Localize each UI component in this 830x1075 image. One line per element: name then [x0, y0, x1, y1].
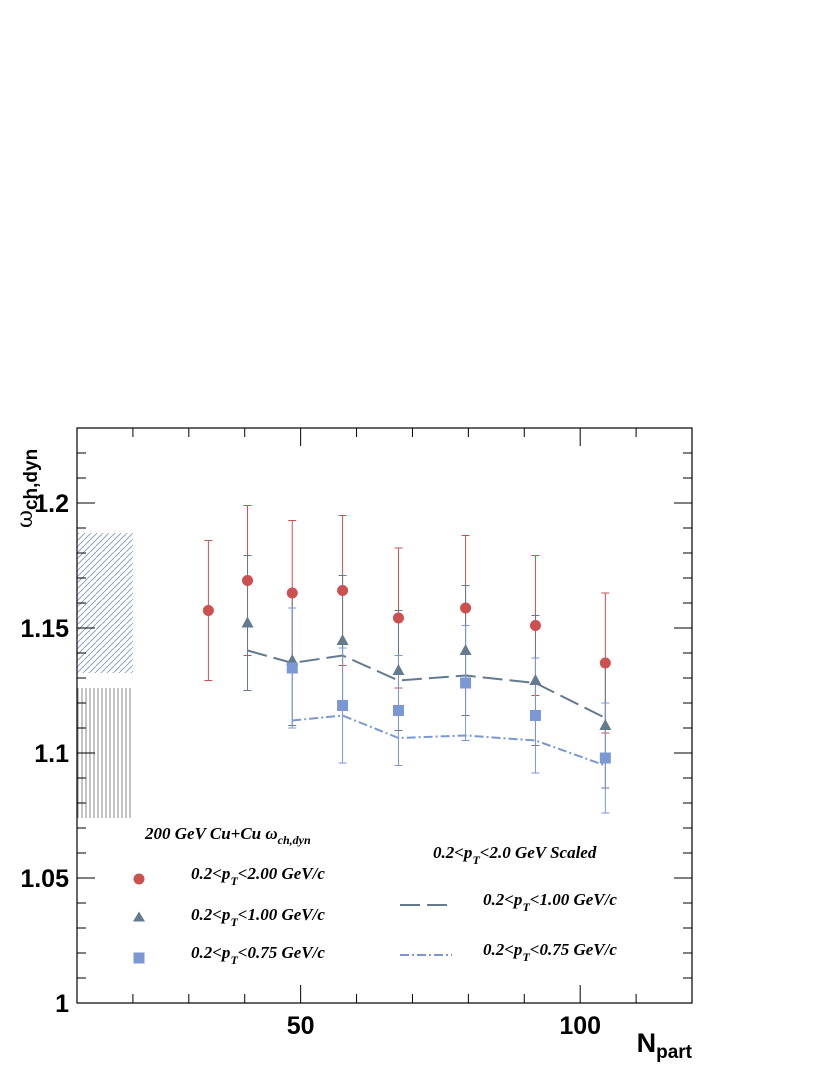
- legend-right: 0.2<pT<2.0 GeV Scaled 0.2<pT<1.00 GeV/c …: [400, 843, 617, 964]
- legend-left-title-main: 200 GeV Cu+Cu ω: [144, 824, 278, 843]
- data-point-circle: [242, 575, 254, 586]
- data-point-triangle: [529, 674, 542, 685]
- plot-frame: [76, 427, 693, 1004]
- legend-label-series-1-sub: T: [230, 874, 238, 888]
- systematic-band-diagonal: [77, 533, 133, 673]
- x-axis-title-main: N: [637, 1028, 657, 1058]
- y-axis-title-sub: ch,dyn: [21, 449, 42, 510]
- data-point-triangle: [336, 634, 349, 645]
- legend-left-title: 200 GeV Cu+Cu ωch,dyn: [144, 824, 311, 847]
- data-point-square: [337, 700, 349, 711]
- y-tick-label: 1.2: [34, 490, 69, 518]
- scaled-curves: [247, 649, 606, 767]
- data-point-circle: [286, 587, 298, 599]
- y-tick-label: 1.05: [20, 865, 69, 893]
- axis-tick-labels: 50 100 1 1.05 1.1 1.15 1.2: [20, 490, 601, 1040]
- legend-label-curve-2-sub: T: [522, 950, 530, 964]
- legend-label-series-2-sub: T: [230, 915, 238, 929]
- legend-label-series-3-post: <0.75 GeV/c: [238, 943, 326, 962]
- error-bars: [204, 505, 610, 814]
- data-point-triangle: [459, 644, 472, 655]
- systematic-bands: [77, 533, 133, 818]
- y-tick-label: 1.15: [20, 615, 69, 643]
- data-markers: [202, 575, 612, 764]
- y-axis-title: ωch,dyn: [13, 449, 42, 528]
- data-point-square: [286, 662, 298, 674]
- legend-label-curve-1: 0.2<pT<1.00 GeV/c: [483, 890, 617, 914]
- data-point-circle: [392, 612, 404, 624]
- legend-label-curve-2-post: <0.75 GeV/c: [530, 940, 618, 959]
- data-point-circle: [337, 585, 349, 596]
- legend-label-series-1-pre: 0.2<p: [191, 864, 230, 883]
- legend-label-curve-2: 0.2<pT<0.75 GeV/c: [483, 940, 617, 964]
- legend-marker-triangle: [133, 911, 145, 922]
- legend-right-title: 0.2<pT<2.0 GeV Scaled: [433, 843, 597, 867]
- data-point-circle: [460, 602, 472, 614]
- y-tick-label: 1.1: [34, 740, 69, 768]
- y-axis-title-main: ω: [13, 510, 38, 528]
- scaled-curve-dash-dot: [292, 714, 606, 767]
- legend-label-curve-1-pre: 0.2<p: [483, 890, 522, 909]
- data-point-triangle: [241, 616, 254, 628]
- x-axis-title-sub: part: [656, 1042, 693, 1063]
- legend-label-curve-1-sub: T: [522, 900, 530, 914]
- legend-label-series-3-sub: T: [230, 953, 238, 967]
- legend-label-series-3-pre: 0.2<p: [191, 943, 230, 962]
- legend-left-title-sub: ch,dyn: [278, 833, 311, 847]
- data-point-circle: [202, 605, 214, 616]
- legend-marker-square: [133, 952, 145, 964]
- legend-label-series-1-post: <2.00 GeV/c: [238, 864, 326, 883]
- data-point-square: [392, 705, 404, 716]
- legend-label-series-3: 0.2<pT<0.75 GeV/c: [191, 943, 325, 967]
- legend-right-title-post: <2.0 GeV Scaled: [480, 843, 597, 862]
- data-point-square: [460, 677, 472, 689]
- legend-label-curve-2-pre: 0.2<p: [483, 940, 522, 959]
- data-point-square: [529, 710, 541, 721]
- x-axis-title: Npart: [637, 1028, 693, 1063]
- scaled-curve-dashed: [247, 649, 606, 719]
- legend-label-series-2: 0.2<pT<1.00 GeV/c: [191, 905, 325, 929]
- legend-label-series-2-pre: 0.2<p: [191, 905, 230, 924]
- data-point-triangle: [392, 664, 405, 675]
- x-tick-label: 50: [287, 1012, 315, 1040]
- axis-ticks: [77, 427, 692, 1004]
- x-tick-label: 100: [559, 1012, 601, 1040]
- data-point-circle: [529, 620, 541, 631]
- data-point-triangle: [286, 654, 299, 665]
- data-point-square: [599, 752, 611, 764]
- legend-label-curve-1-post: <1.00 GeV/c: [530, 890, 618, 909]
- legend-right-title-sub: T: [472, 853, 480, 867]
- data-point-triangle: [599, 719, 612, 730]
- legend-right-title-pre: 0.2<p: [433, 843, 472, 862]
- legend-marker-circle: [133, 873, 145, 885]
- legend-label-series-1: 0.2<pT<2.00 GeV/c: [191, 864, 325, 888]
- legend-label-series-2-post: <1.00 GeV/c: [238, 905, 326, 924]
- y-tick-label: 1: [55, 990, 69, 1018]
- data-point-circle: [599, 657, 611, 669]
- legend-left: 200 GeV Cu+Cu ωch,dyn 0.2<pT<2.00 GeV/c …: [133, 824, 325, 967]
